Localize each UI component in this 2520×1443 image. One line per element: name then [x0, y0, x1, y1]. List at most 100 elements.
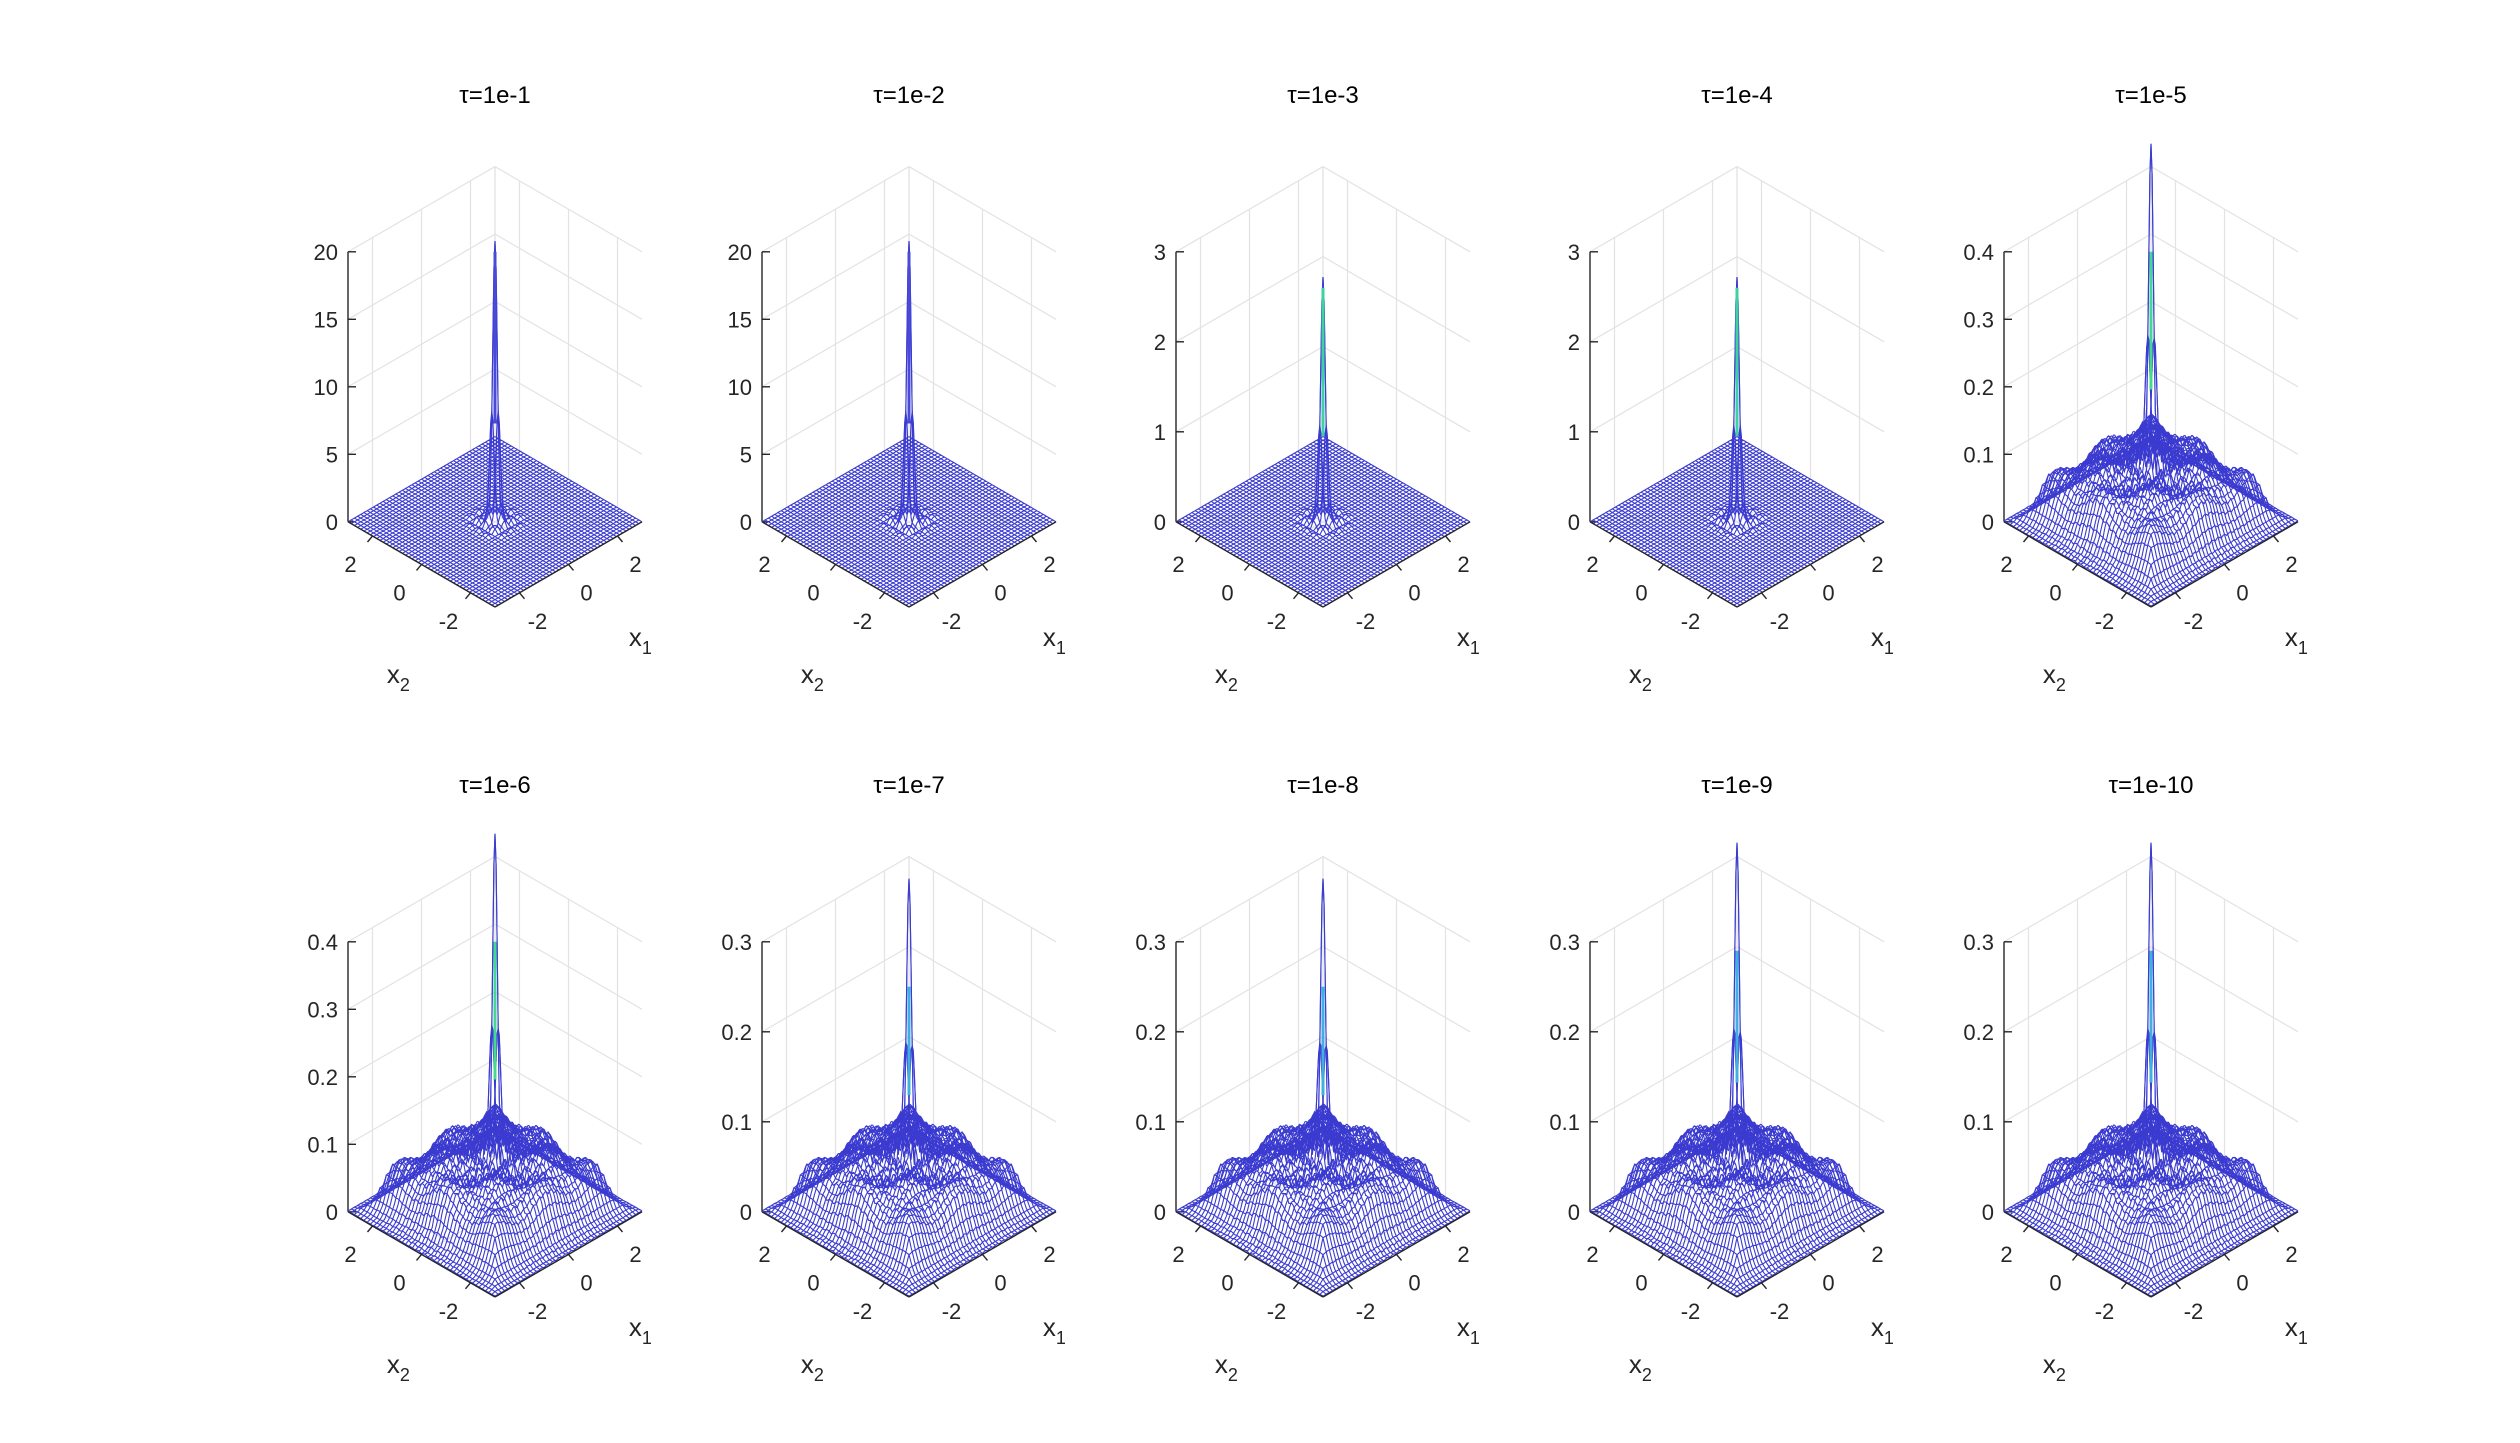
mesh-line-x2: [2010, 516, 2158, 603]
mesh-line-x2: [488, 1128, 636, 1215]
z-tick-label: 3: [1568, 240, 1580, 265]
mesh-line-x2: [800, 1158, 948, 1275]
panel-title: τ=1e-4: [1701, 82, 1773, 109]
mesh-line-x2: [768, 517, 916, 604]
mesh-line-x2: [787, 1159, 935, 1282]
x2-tick: [2120, 1282, 2128, 1290]
x2-tick: [1608, 535, 1616, 543]
x1-tick-label: 0: [1822, 1270, 1834, 1295]
x2-axis-label: x2: [2043, 659, 2066, 695]
x2-axis-label: x2: [801, 1349, 824, 1385]
mesh-line-x2: [2016, 1197, 2165, 1290]
mesh-line-x2: [456, 458, 604, 545]
mesh-line-x2: [2038, 467, 2187, 586]
panel-title: τ=1e-5: [2115, 82, 2187, 109]
x2-tick: [878, 592, 886, 600]
mesh-line-x2: [784, 508, 932, 595]
mesh-line-x2: [1669, 475, 1818, 562]
x2-tick: [829, 563, 837, 571]
mesh-line-x2: [2134, 430, 2283, 531]
x1-tick: [981, 563, 989, 571]
x1-tick: [1346, 1282, 1354, 1290]
mesh-line-x2: [405, 488, 553, 575]
z-tick-label: 0: [1568, 1200, 1580, 1225]
x1-tick: [1809, 563, 1817, 571]
mesh-line-x2: [2013, 514, 2161, 601]
x2-label-sub: 2: [814, 1365, 824, 1385]
grid-lines: [2003, 165, 2299, 594]
mesh-line-x2: [2144, 1128, 2292, 1215]
mesh-line-x2: [1615, 506, 1763, 593]
x1-tick-label: 2: [2285, 1242, 2297, 1267]
mesh-line-x2: [1647, 1142, 1795, 1263]
mesh-line-x2: [2147, 1126, 2296, 1214]
mesh-line-x2: [1676, 471, 1824, 558]
mesh-line-x2: [1322, 1125, 1471, 1212]
mesh-line-x2: [822, 486, 970, 573]
z-tick-label: 0.2: [721, 1020, 752, 1045]
mesh-line-x2: [360, 513, 509, 601]
mesh-line-x2: [478, 445, 627, 532]
x1-tick: [932, 592, 940, 600]
x1-tick-label: 2: [1871, 1242, 1883, 1267]
panel-title: τ=1e-8: [1287, 772, 1359, 799]
x1-label-sub: 1: [1884, 1328, 1894, 1348]
mesh-line-x2: [800, 499, 948, 586]
mesh-line-x2: [2131, 421, 2280, 533]
x1-tick-label: -2: [1770, 1299, 1790, 1324]
mesh-line-x2: [819, 1142, 967, 1263]
mesh-line-x2: [398, 491, 547, 578]
x1-label-base: x: [2285, 622, 2298, 652]
mesh-line-x2: [780, 510, 929, 597]
x2-tick-label: -2: [1681, 609, 1701, 634]
mesh-line-x2: [1220, 1150, 1369, 1270]
mesh-line-x2: [357, 1204, 505, 1291]
mesh-line-x2: [1233, 488, 1381, 575]
mesh-line-x2: [812, 491, 961, 578]
x2-label-sub: 2: [400, 675, 410, 695]
mesh-line-x2: [1704, 454, 1853, 541]
mesh-line-x2: [809, 1143, 958, 1269]
mesh-line-x2: [793, 1158, 942, 1279]
z-tick-label: 1: [1568, 420, 1580, 445]
mesh-line-x2: [771, 1204, 919, 1291]
mesh-line-x2: [465, 452, 614, 539]
x1-tick: [1030, 535, 1038, 543]
x1-axis-label: x1: [629, 1312, 652, 1348]
x1-tick-label: -2: [942, 1299, 962, 1324]
mesh-line-x2: [764, 519, 913, 606]
mesh-line-x2: [424, 410, 572, 563]
panel-title: τ=1e-10: [2109, 772, 2194, 799]
x2-tick-label: -2: [2095, 1299, 2115, 1324]
mesh-line-x2: [398, 1147, 547, 1266]
z-tick-label: 0.2: [1135, 1020, 1166, 1045]
x1-tick: [518, 592, 526, 600]
mesh-line-x2: [1210, 500, 1359, 588]
mesh-line-x2: [386, 1158, 534, 1275]
mesh-line-x2: [1252, 424, 1400, 563]
x2-tick-label: 2: [758, 552, 770, 577]
x2-tick: [780, 535, 788, 543]
mesh-line-x2: [876, 454, 1025, 541]
mesh-line-x2: [879, 452, 1028, 539]
x1-tick-label: -2: [528, 1299, 548, 1324]
x2-axis-label: x2: [1215, 1349, 1238, 1385]
mesh-line-x2: [1185, 1204, 1333, 1291]
mesh-line-x2: [835, 878, 983, 1254]
x1-tick: [2174, 592, 2182, 600]
mesh-line-x2: [1723, 443, 1872, 530]
mesh-line-x2: [376, 504, 525, 591]
surface-mesh: [1589, 276, 1885, 608]
x2-tick: [2071, 1253, 2079, 1261]
z-tick-label: 5: [740, 442, 752, 467]
mesh-line-x2: [1306, 1120, 1455, 1221]
x2-label-sub: 2: [400, 1365, 410, 1385]
mesh-line-x2: [1274, 463, 1423, 551]
mesh-line-x2: [2007, 518, 2155, 605]
x1-tick: [1444, 1225, 1452, 1233]
mesh-line-x2: [1615, 1159, 1763, 1282]
mesh-line-x2: [1717, 1111, 1866, 1223]
